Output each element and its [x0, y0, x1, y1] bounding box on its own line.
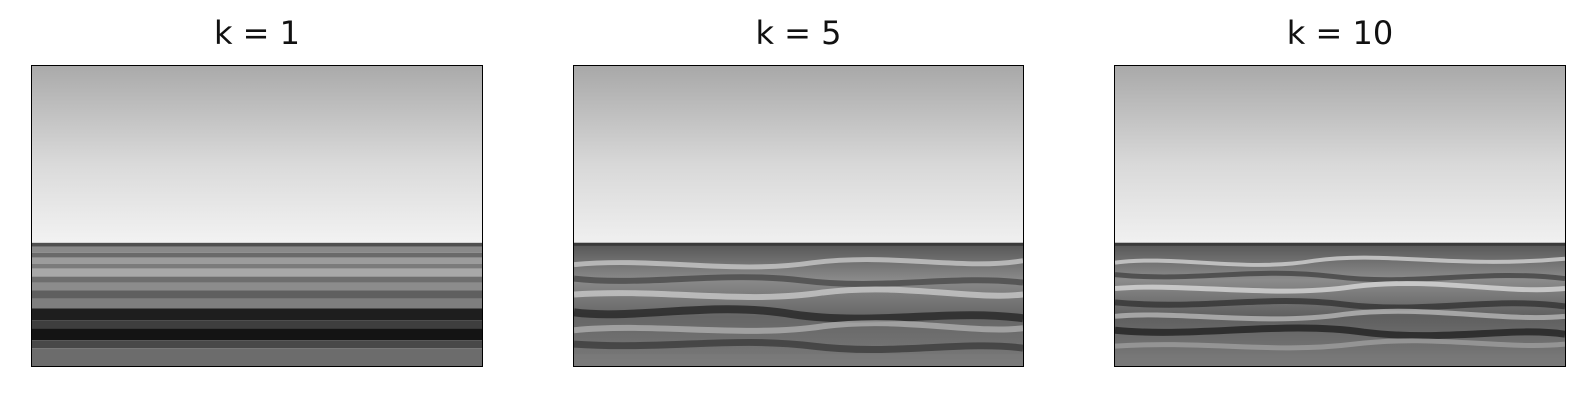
- panel-title: k = 10: [1286, 14, 1394, 52]
- reconstructed-image-k1: [31, 65, 483, 367]
- panel-title: k = 1: [213, 14, 301, 52]
- panel-title: k = 5: [755, 14, 842, 52]
- reconstructed-image-k10: [1114, 65, 1566, 367]
- reconstructed-image-k5: [573, 65, 1024, 367]
